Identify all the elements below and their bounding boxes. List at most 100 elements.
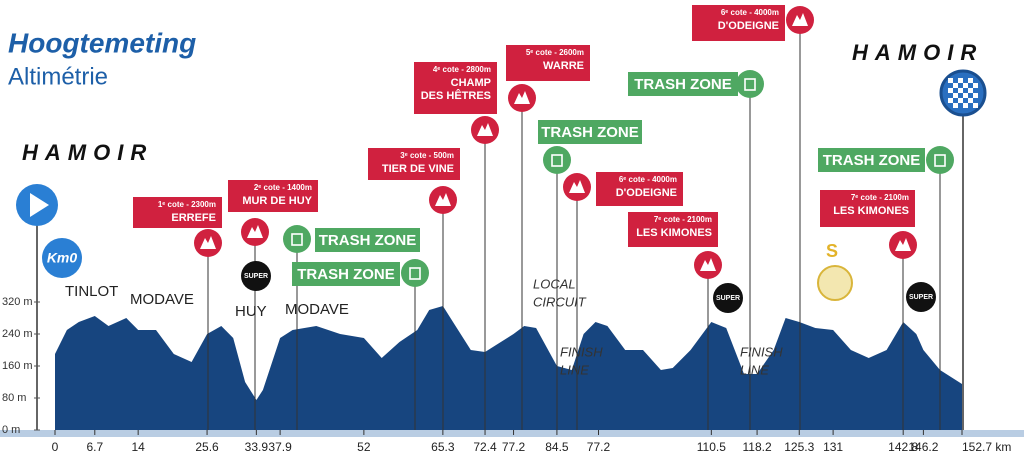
checker xyxy=(958,88,963,93)
finish-line-label: LINE xyxy=(740,362,769,377)
pin xyxy=(283,225,311,253)
place-label: MODAVE xyxy=(285,301,349,318)
climb-info: 6ᵉ cote - 4000m xyxy=(721,8,779,17)
finish-line-label: FINISH xyxy=(560,344,603,359)
climb-box xyxy=(133,197,222,228)
pin xyxy=(736,70,764,98)
trash-box xyxy=(538,120,642,144)
x-tick-label: 118.2 xyxy=(743,440,772,454)
trash-box xyxy=(628,72,738,96)
finish-line-label: LINE xyxy=(560,362,589,377)
x-tick-label: 142.8 xyxy=(888,440,918,454)
mountain-icon xyxy=(569,180,585,193)
climb-name: ERREFE xyxy=(171,212,216,224)
start-label: HAMOIR xyxy=(22,140,153,165)
x-tick-label: 33.9 xyxy=(245,440,269,454)
climb-name: CHAMP xyxy=(451,77,491,89)
super-label: SUPER xyxy=(244,273,268,280)
x-tick-label: 152.7 km xyxy=(962,440,1011,454)
climb-box xyxy=(228,180,318,212)
climb-box xyxy=(414,62,497,114)
climb-info: 2ᵉ cote - 1400m xyxy=(254,183,312,192)
checker xyxy=(948,98,953,103)
trash-label: TRASH ZONE xyxy=(319,232,417,249)
trash-icon xyxy=(934,154,946,167)
mountain-icon xyxy=(435,193,451,206)
super-label: SUPER xyxy=(716,295,740,302)
climb-box xyxy=(628,212,718,247)
pin xyxy=(926,146,954,174)
climb-name: WARRE xyxy=(543,60,584,72)
mountain-icon xyxy=(700,258,716,271)
x-tick-label: 77.2 xyxy=(502,440,526,454)
checker xyxy=(958,98,963,103)
climb-info: 3ᵉ cote - 500m xyxy=(400,151,454,160)
elevation-area xyxy=(55,306,962,430)
trash-icon xyxy=(551,154,563,167)
climb-info: 4ᵉ cote - 2800m xyxy=(433,65,491,74)
circuit-label: CIRCUIT xyxy=(533,294,587,309)
y-tick-label: 0 m xyxy=(2,424,20,436)
checker xyxy=(968,98,973,103)
trash-label: TRASH ZONE xyxy=(634,76,732,93)
x-tick-label: 110.5 xyxy=(697,440,726,454)
sprint-label: S xyxy=(826,241,838,261)
climb-name: TIER DE VINE xyxy=(382,163,454,175)
x-tick-label: 52 xyxy=(357,440,371,454)
start-arrow xyxy=(30,193,49,217)
checker xyxy=(948,88,953,93)
y-tick-label: 160 m xyxy=(2,360,33,372)
checker xyxy=(973,83,978,88)
x-tick-label: 131 xyxy=(823,440,843,454)
checker xyxy=(968,88,973,93)
trash-icon xyxy=(744,78,756,91)
climb-box xyxy=(820,190,915,227)
trash-box xyxy=(818,148,925,172)
sprint-badge xyxy=(817,265,853,301)
trash-label: TRASH ZONE xyxy=(823,152,921,169)
super-badge xyxy=(713,283,743,313)
checker xyxy=(968,78,973,83)
circuit-label: LOCAL xyxy=(533,276,576,291)
finish-label: HAMOIR xyxy=(852,40,983,65)
y-tick-label: 80 m xyxy=(2,392,26,404)
x-tick-label: 72.4 xyxy=(473,440,497,454)
finish-line-label: FINISH xyxy=(740,344,783,359)
mountain-icon xyxy=(247,225,263,238)
mountain-icon xyxy=(514,91,530,104)
climb-box xyxy=(692,5,785,41)
super-badge xyxy=(241,261,271,291)
trash-icon xyxy=(291,233,303,246)
mountain-icon xyxy=(200,236,216,249)
climb-box xyxy=(368,148,460,180)
climb-name: D'ODEIGNE xyxy=(718,20,779,32)
x-tick-label: 6.7 xyxy=(86,440,103,454)
x-tick-label: 25.6 xyxy=(195,440,219,454)
climb-box xyxy=(506,45,590,81)
trash-icon xyxy=(409,267,421,280)
trash-label: TRASH ZONE xyxy=(297,266,395,283)
climb-name: MUR DE HUY xyxy=(242,195,312,207)
x-tick-label: 84.5 xyxy=(545,440,569,454)
checker xyxy=(953,93,958,98)
x-tick-label: 146.2 xyxy=(908,440,938,454)
y-tick-label: 240 m xyxy=(2,328,33,340)
place-label: MODAVE xyxy=(130,291,194,308)
climb-name: DES HÊTRES xyxy=(421,89,491,102)
x-tick-label: 125.3 xyxy=(784,440,814,454)
x-tick-label: 77.2 xyxy=(587,440,611,454)
climb-info: 1ᵉ cote - 2300m xyxy=(158,200,216,209)
climb-name: LES KIMONES xyxy=(636,227,712,239)
climb-info: 7ᵉ cote - 2100m xyxy=(851,193,909,202)
climb-info: 7ᵉ cote - 2100m xyxy=(654,215,712,224)
axis-band xyxy=(0,430,1024,437)
checker xyxy=(973,93,978,98)
checker xyxy=(963,83,968,88)
climb-name: LES KIMONES xyxy=(833,205,909,217)
climb-name: D'ODEIGNE xyxy=(616,187,677,199)
checker xyxy=(963,93,968,98)
super-label: SUPER xyxy=(909,294,933,301)
checker xyxy=(948,78,953,83)
place-label: HUY xyxy=(235,303,267,320)
